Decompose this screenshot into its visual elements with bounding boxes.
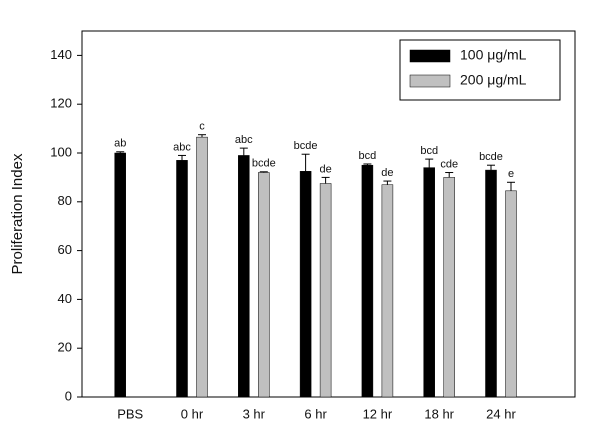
y-tick-label: 60 [58,242,72,257]
bar [238,155,250,398]
significance-label: de [319,163,331,175]
bar [299,171,312,398]
y-tick-label: 140 [50,47,72,62]
y-tick-label: 0 [65,388,72,403]
legend-label: 100 μg/mL [460,47,527,63]
significance-label: bcde [294,140,318,152]
significance-label: de [381,167,393,179]
legend-swatch [409,49,451,63]
bar [319,183,332,398]
x-tick-label: 3 hr [243,406,266,421]
x-tick-label: 12 hr [363,406,393,421]
bar [485,169,497,398]
legend-label: 200 μg/mL [460,72,527,88]
significance-label: bcde [252,158,276,170]
y-tick-label: 120 [50,96,72,111]
bar [361,164,374,398]
x-tick-label: PBS [117,406,143,421]
bar [196,136,208,398]
significance-label: bcd [420,145,438,157]
x-tick-label: 18 hr [424,406,454,421]
bar [423,167,435,398]
x-tick-label: 6 hr [304,406,327,421]
significance-label: c [199,121,205,133]
significance-label: abc [173,141,191,153]
bar [114,152,126,398]
y-tick-label: 40 [58,291,72,306]
x-tick-label: 0 hr [181,406,204,421]
bar [176,160,188,398]
bar [258,172,270,398]
y-tick-label: 80 [58,193,72,208]
x-tick-label: 24 hr [486,406,516,421]
bar [443,177,455,398]
bar [505,190,517,398]
legend-box [399,39,561,101]
significance-label: e [508,168,514,180]
significance-label: bcd [359,150,377,162]
bar [381,184,394,398]
legend-swatch [409,74,451,88]
significance-label: bcde [479,151,503,163]
significance-label: cde [440,158,458,170]
y-tick-label: 20 [58,340,72,355]
significance-label: abc [235,134,253,146]
significance-label: ab [114,138,126,150]
y-axis-label: Proliferation Index [9,153,26,274]
y-tick-label: 100 [50,144,72,159]
